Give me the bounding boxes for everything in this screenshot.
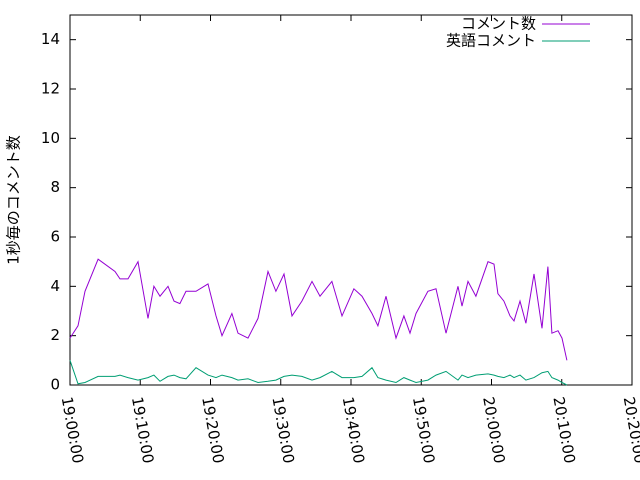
x-tick-label: 20:20:00 bbox=[620, 395, 640, 464]
series-line bbox=[69, 258, 568, 361]
plot-border bbox=[69, 14, 633, 386]
x-tick-label: 19:50:00 bbox=[409, 395, 438, 464]
series-line bbox=[69, 360, 568, 386]
x-tick-label: 19:00:00 bbox=[58, 395, 87, 464]
x-tick-label: 19:20:00 bbox=[198, 395, 227, 464]
x-tick-label: 20:10:00 bbox=[549, 395, 578, 464]
legend-label: コメント数 bbox=[461, 15, 536, 33]
y-axis-label: 1秒毎のコメント数 bbox=[5, 135, 23, 265]
x-tick-label: 19:30:00 bbox=[268, 395, 297, 464]
y-tick-label: 6 bbox=[50, 228, 60, 246]
x-tick-label: 19:10:00 bbox=[128, 395, 157, 464]
x-tick-label: 20:00:00 bbox=[479, 395, 508, 464]
legend-label: 英語コメント bbox=[446, 32, 536, 50]
y-tick-label: 4 bbox=[50, 277, 60, 295]
y-tick-label: 12 bbox=[41, 80, 60, 98]
y-tick-label: 10 bbox=[41, 129, 60, 147]
y-tick-label: 8 bbox=[50, 178, 60, 196]
y-tick-label: 2 bbox=[50, 326, 60, 344]
y-tick-label: 0 bbox=[50, 376, 60, 394]
x-tick-label: 19:40:00 bbox=[339, 395, 368, 464]
y-tick-label: 14 bbox=[41, 30, 60, 48]
